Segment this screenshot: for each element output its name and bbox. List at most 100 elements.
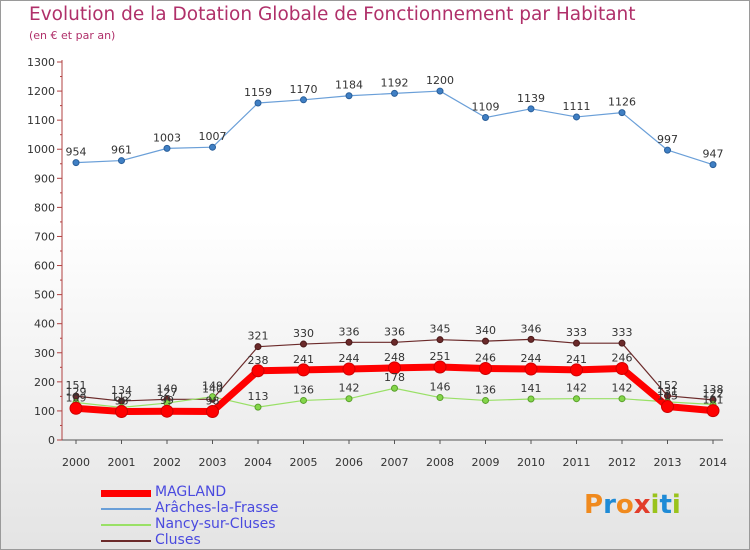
data-point <box>524 362 538 376</box>
data-point <box>254 343 262 351</box>
data-point <box>163 144 171 152</box>
data-label: 138 <box>703 383 724 396</box>
data-label: 345 <box>430 323 451 336</box>
logo-letter: t <box>659 490 672 520</box>
logo-letter: i <box>650 490 660 520</box>
data-label: 98 <box>206 395 220 408</box>
data-label: 99 <box>160 394 174 407</box>
data-label: 140 <box>202 382 223 395</box>
data-label: 330 <box>293 327 314 340</box>
legend-label: Cluses <box>155 532 201 548</box>
data-label: 146 <box>430 381 451 394</box>
legend-item: Nancy-sur-Cluses <box>101 516 401 533</box>
data-point <box>433 360 447 374</box>
x-tick-label: 2003 <box>199 456 227 469</box>
data-label: 140 <box>157 382 178 395</box>
data-label: 248 <box>384 351 405 364</box>
chart-subtitle: (en € et par an) <box>29 29 116 42</box>
legend-swatch <box>101 508 151 510</box>
data-point <box>388 361 401 375</box>
data-label: 152 <box>657 379 678 392</box>
chart-title: Evolution de la Dotation Globale de Fonc… <box>29 4 636 25</box>
data-point <box>209 143 216 151</box>
data-point <box>570 363 583 377</box>
data-label: 246 <box>475 351 496 364</box>
y-tick-label: 1200 <box>27 85 55 98</box>
data-point <box>254 99 262 107</box>
data-label: 947 <box>703 148 724 161</box>
data-label: 997 <box>657 133 678 146</box>
data-label: 321 <box>248 330 269 343</box>
data-point <box>573 339 580 347</box>
legend-label: Nancy-sur-Cluses <box>155 516 276 532</box>
data-label: 136 <box>475 383 496 396</box>
x-tick-label: 2006 <box>335 456 363 469</box>
data-label: 1109 <box>472 101 500 114</box>
data-point <box>297 363 310 377</box>
data-label: 122 <box>703 388 724 401</box>
data-label: 136 <box>293 383 314 396</box>
data-point <box>115 405 128 419</box>
data-point <box>527 395 535 403</box>
y-tick-label: 0 <box>48 434 55 447</box>
data-point <box>206 405 219 419</box>
proxiti-logo: Proxiti <box>584 490 681 520</box>
data-label: 1111 <box>563 100 591 113</box>
chart-axes: 0 100 200 300 400 500 600 700 800 900 1000 1100 1200… <box>27 56 727 469</box>
y-tick-label: 600 <box>34 260 55 273</box>
data-point <box>618 339 626 347</box>
y-tick-label: 400 <box>34 318 55 331</box>
data-point <box>69 401 83 415</box>
logo-letter: o <box>615 490 634 520</box>
data-point <box>527 105 535 113</box>
logo-letter: i <box>671 490 681 520</box>
legend-swatch <box>101 540 151 542</box>
data-label: 115 <box>657 390 678 403</box>
data-label: 178 <box>384 371 405 384</box>
data-point <box>391 89 398 97</box>
data-point <box>479 361 492 375</box>
data-label: 340 <box>475 324 496 337</box>
data-point <box>615 361 629 375</box>
data-point <box>436 336 444 344</box>
data-point <box>706 404 720 418</box>
legend-label: Arâches-la-Frasse <box>155 500 279 516</box>
data-point <box>618 395 626 403</box>
y-tick-label: 100 <box>34 405 55 418</box>
data-point <box>618 109 626 117</box>
data-label: 1139 <box>517 92 545 105</box>
data-point <box>391 384 398 392</box>
y-tick-label: 1300 <box>27 56 55 69</box>
x-tick-label: 2000 <box>62 456 90 469</box>
y-tick-label: 1000 <box>27 143 55 156</box>
x-tick-label: 2013 <box>654 456 682 469</box>
data-point <box>118 157 125 165</box>
x-tick-label: 2014 <box>699 456 727 469</box>
logo-letter: x <box>633 490 651 520</box>
chart-legend: MAGLAND Arâches-la-Frasse Nancy-sur-Cluses… <box>101 484 401 549</box>
legend-label: MAGLAND <box>155 484 227 500</box>
data-point <box>300 96 307 104</box>
data-point <box>345 338 353 346</box>
x-tick-label: 2012 <box>608 456 636 469</box>
legend-swatch <box>101 524 151 526</box>
data-point <box>436 87 444 95</box>
data-label: 98 <box>115 395 129 408</box>
data-point <box>482 114 489 122</box>
data-point <box>709 161 717 169</box>
data-point <box>300 396 307 404</box>
data-label: 1159 <box>244 86 272 99</box>
data-label: 141 <box>521 382 542 395</box>
legend-item: Cluses <box>101 532 401 549</box>
data-label: 142 <box>612 382 633 395</box>
data-label: 246 <box>612 351 633 364</box>
data-label: 244 <box>339 352 360 365</box>
data-label: 1007 <box>199 130 227 143</box>
legend-item: Arâches-la-Frasse <box>101 500 401 517</box>
data-point <box>482 337 489 345</box>
data-point <box>664 146 671 154</box>
x-tick-label: 2002 <box>153 456 181 469</box>
data-label: 113 <box>248 390 269 403</box>
data-point <box>345 92 353 100</box>
